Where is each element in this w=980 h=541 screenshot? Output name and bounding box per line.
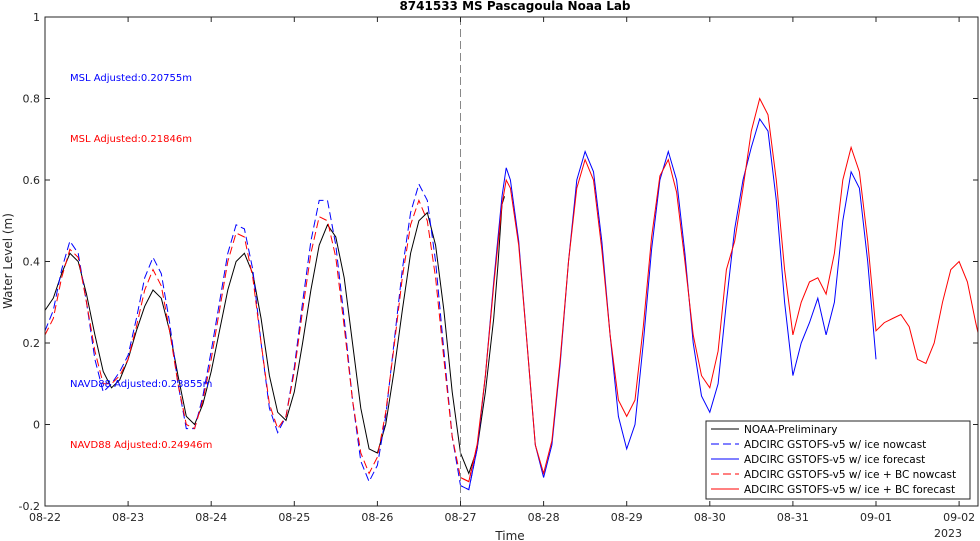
- legend-label-ice-nowcast: ADCIRC GSTOFS-v5 w/ ice nowcast: [744, 439, 926, 451]
- x-tick-label-4: 08-26: [361, 511, 393, 524]
- x-tick-label-9: 08-31: [777, 511, 809, 524]
- x-tick-label-7: 08-29: [611, 511, 643, 524]
- legend-label-noaa: NOAA-Preliminary: [744, 424, 837, 436]
- annotation-msl-blue: MSL Adjusted:0.20755m: [70, 73, 192, 84]
- x-tick-label-10: 09-01: [860, 511, 892, 524]
- x-axis-year-label: 2023: [934, 527, 962, 540]
- legend: NOAA-Preliminary ADCIRC GSTOFS-v5 w/ ice…: [705, 420, 971, 500]
- legend-label-ice-bc-forecast: ADCIRC GSTOFS-v5 w/ ice + BC forecast: [744, 484, 955, 496]
- series-line-0: [45, 196, 505, 475]
- x-tick-label-8: 08-30: [694, 511, 726, 524]
- x-tick-label-11: 09-02: [943, 511, 975, 524]
- legend-label-ice-bc-nowcast: ADCIRC GSTOFS-v5 w/ ice + BC nowcast: [744, 469, 956, 481]
- y-tick-label-3: 0.4: [23, 256, 41, 269]
- y-tick-label-0: -0.2: [19, 500, 40, 513]
- x-tick-label-5: 08-27: [445, 511, 477, 524]
- x-tick-label-1: 08-23: [112, 511, 144, 524]
- y-tick-label-1: 0: [33, 419, 40, 432]
- legend-label-ice-forecast: ADCIRC GSTOFS-v5 w/ ice forecast: [744, 454, 925, 466]
- y-tick-label-4: 0.6: [23, 174, 41, 187]
- chart-title: 8741533 MS Pascagoula Noaa Lab: [399, 0, 630, 13]
- annotation-navd88-blue: NAVD88 Adjusted:0.23855m: [70, 379, 212, 390]
- y-tick-label-6: 1: [33, 11, 40, 24]
- annotation-navd88-red: NAVD88 Adjusted:0.24946m: [70, 440, 212, 451]
- series-line-3: [45, 198, 478, 483]
- y-tick-label-5: 0.8: [23, 93, 41, 106]
- x-axis-title: Time: [494, 529, 524, 541]
- series-line-1: [45, 182, 478, 491]
- legend-box: [705, 420, 971, 500]
- y-tick-label-2: 0.2: [23, 337, 41, 350]
- y-axis: -0.2 0 0.2 0.4 0.6 0.8 1: [19, 11, 978, 513]
- annotation-msl-red: MSL Adjusted:0.21846m: [70, 134, 192, 145]
- x-tick-label-3: 08-25: [278, 511, 310, 524]
- x-tick-label-0: 08-22: [29, 511, 61, 524]
- series-line-4: [460, 97, 978, 483]
- x-tick-label-6: 08-28: [528, 511, 560, 524]
- y-axis-title: Water Level (m): [1, 213, 15, 309]
- x-axis: 08-22 08-23 08-24 08-25 08-26 08-27 08-28 08-29…: [29, 17, 975, 524]
- x-tick-label-2: 08-24: [195, 511, 227, 524]
- series-group: [45, 97, 978, 491]
